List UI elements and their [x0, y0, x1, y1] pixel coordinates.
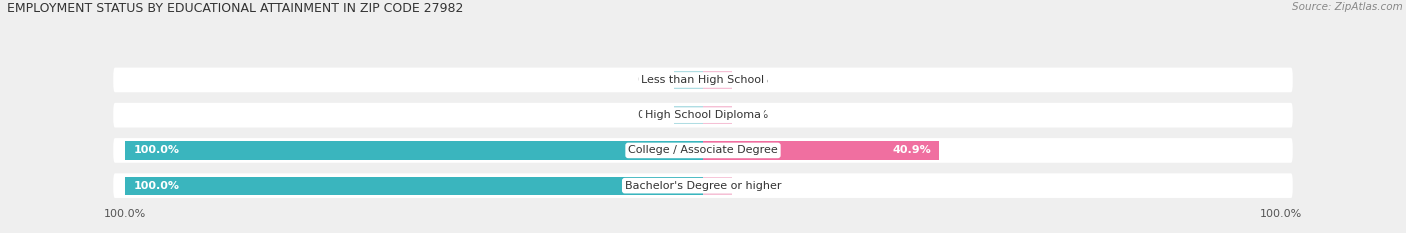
Bar [703, 141, 939, 160]
Bar [703, 71, 733, 89]
FancyBboxPatch shape [114, 173, 1292, 198]
Text: 0.0%: 0.0% [741, 110, 769, 120]
Text: 0.0%: 0.0% [637, 75, 665, 85]
FancyBboxPatch shape [114, 138, 1292, 163]
Text: College / Associate Degree: College / Associate Degree [628, 145, 778, 155]
Text: 100.0%: 100.0% [134, 181, 180, 191]
Text: Source: ZipAtlas.com: Source: ZipAtlas.com [1292, 2, 1403, 12]
Bar [125, 141, 703, 160]
Text: Less than High School: Less than High School [641, 75, 765, 85]
Bar [703, 106, 733, 124]
Text: 0.0%: 0.0% [741, 75, 769, 85]
Text: 100.0%: 100.0% [134, 145, 180, 155]
FancyBboxPatch shape [114, 103, 1292, 127]
Text: 0.0%: 0.0% [741, 181, 769, 191]
Bar [703, 177, 733, 195]
Bar [125, 177, 703, 195]
Text: 40.9%: 40.9% [891, 145, 931, 155]
Text: High School Diploma: High School Diploma [645, 110, 761, 120]
Text: EMPLOYMENT STATUS BY EDUCATIONAL ATTAINMENT IN ZIP CODE 27982: EMPLOYMENT STATUS BY EDUCATIONAL ATTAINM… [7, 2, 464, 15]
FancyBboxPatch shape [114, 68, 1292, 92]
Text: Bachelor's Degree or higher: Bachelor's Degree or higher [624, 181, 782, 191]
Bar [673, 71, 703, 89]
Text: 0.0%: 0.0% [637, 110, 665, 120]
Bar [673, 106, 703, 124]
